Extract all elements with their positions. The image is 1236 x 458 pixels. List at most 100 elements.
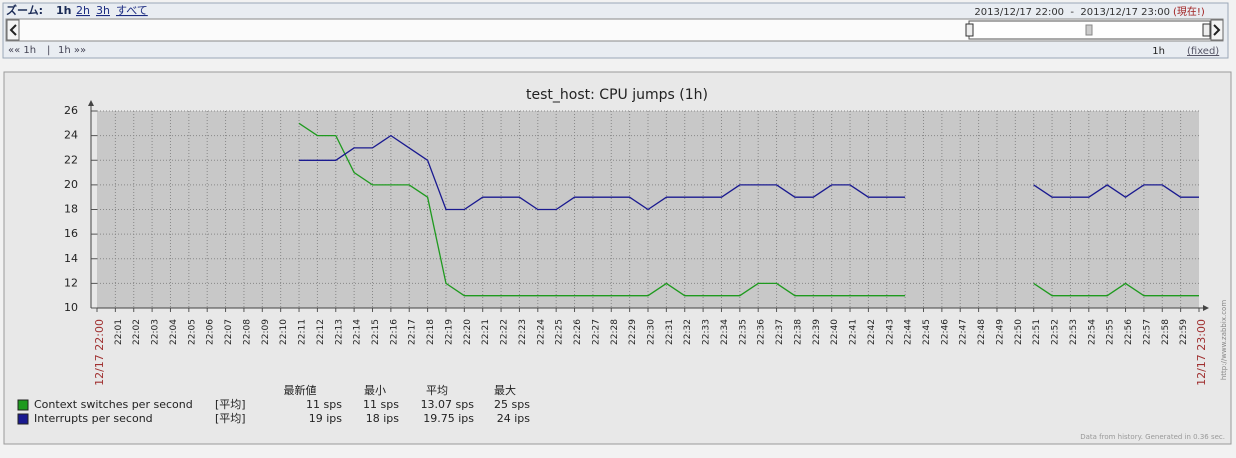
x-tick-label: 22:45 [922,319,932,345]
watermark: http://www.zabbix.com [1220,300,1228,380]
y-tick-label: 24 [64,129,78,142]
x-tick-label: 22:36 [757,319,767,345]
legend-swatch [17,413,29,425]
y-tick-label: 12 [64,276,78,289]
x-tick-label: 22:52 [1051,319,1061,345]
x-tick-label: 22:11 [298,319,308,345]
x-tick-label: 22:01 [114,319,124,345]
x-tick-label: 22:43 [885,319,895,345]
x-tick-label: 22:15 [371,319,381,345]
legend-header: 平均 [426,384,448,397]
y-axis-arrow [88,100,94,106]
x-tick-label: 22:25 [555,319,565,345]
x-tick-label: 22:16 [389,319,399,345]
legend-stat: 18 ips [366,412,400,425]
now-link[interactable]: (現在!) [1173,6,1205,18]
thumb-handle[interactable] [965,23,974,37]
scroll-right[interactable] [1210,19,1224,41]
x-tick-label: 22:12 [316,319,326,345]
arrow-left [9,24,17,36]
nav-sep: | [47,45,50,56]
x-tick-label: 22:13 [334,319,344,345]
y-tick-label: 18 [64,203,78,216]
x-tick-label: 22:39 [812,319,822,345]
x-tick-label: 22:49 [995,319,1005,345]
x-tick-label: 22:23 [518,319,528,345]
x-tick-label: 22:55 [1106,319,1116,345]
legend-header: 最大 [494,383,516,397]
legend-stat: 19 ips [309,412,343,425]
zoom-option[interactable]: 1h [56,4,72,17]
legend-header: 最小 [364,384,386,397]
zoom-option[interactable]: 3h [96,4,110,17]
x-tick-label: 22:08 [242,319,252,345]
zoom-option[interactable]: すべて [116,4,148,17]
x-tick-label: 22:29 [628,319,638,345]
x-tick-label: 22:17 [408,319,418,345]
x-tick-label: 22:32 [683,319,693,345]
nav-back[interactable]: «« 1h [8,45,36,56]
thumb-grip [1085,24,1093,36]
y-tick-label: 22 [64,153,78,166]
legend-stat: 11 sps [363,398,399,411]
x-tick-label: 22:02 [132,319,142,345]
x-tick-label: 22:57 [1142,319,1152,345]
x-tick-label: 22:09 [261,319,271,345]
x-tick-label: 22:34 [720,319,730,345]
x-tick-label: 22:50 [1014,319,1024,345]
legend-stat: 24 ips [497,412,531,425]
x-tick-label: 22:18 [426,319,436,345]
y-tick-label: 10 [64,301,78,314]
legend-stat: 11 sps [306,398,342,411]
x-tick-label: 22:03 [151,319,161,345]
arrow-right [1213,24,1221,36]
legend-header: 最新値 [284,383,317,397]
x-tick-label: 22:14 [353,319,363,345]
x-tick-label: 22:59 [1179,319,1189,345]
period-range: 2013/12/17 22:00 - 2013/12/17 23:00 [974,7,1170,18]
x-tick-label: 22:47 [959,319,969,345]
legend-name: Interrupts per second [34,412,153,425]
x-tick-label: 22:07 [224,319,234,345]
x-tick-label: 22:31 [665,319,675,345]
x-tick-label: 22:35 [738,319,748,345]
x-tick-label: 22:42 [867,319,877,345]
x-tick-label: 22:38 [793,319,803,345]
thumb-handle[interactable] [1202,23,1211,37]
x-axis-arrow [1203,305,1209,311]
x-tick-label: 22:24 [536,319,546,345]
x-tick-label: 22:51 [1032,319,1042,345]
x-tick-label: 22:26 [573,319,583,345]
zoom-option[interactable]: 2h [76,4,90,17]
x-tick-label: 22:21 [481,319,491,345]
x-tick-label: 22:46 [940,319,950,345]
x-tick-label: 22:58 [1161,319,1171,345]
x-tick-label: 22:06 [206,319,216,345]
fixed-link[interactable]: (fixed) [1187,46,1219,57]
legend-name: Context switches per second [34,398,193,411]
x-tick-label: 22:28 [610,319,620,345]
chart-title: test_host: CPU jumps (1h) [526,87,708,103]
series-line [299,134,1199,211]
x-tick-label: 22:27 [591,319,601,345]
x-tick-label: 22:37 [775,319,785,345]
x-tick-label: 22:48 [977,319,987,345]
scroll-left[interactable] [6,19,20,41]
x-tick-label: 22:05 [187,319,197,345]
x-tick-label: 12/17 23:00 [1195,319,1208,386]
x-tick-label: 22:40 [830,319,840,345]
legend-function: [平均] [215,398,246,411]
legend-stat: 25 sps [494,398,530,411]
x-tick-label: 22:04 [169,319,179,345]
footer: Data from history. Generated in 0.36 sec… [1080,433,1225,441]
legend-function: [平均] [215,412,246,425]
x-tick-label: 22:56 [1124,319,1134,345]
series-line [298,122,1199,297]
legend-stat: 19.75 ips [423,412,474,425]
nav-forward[interactable]: 1h »» [58,45,86,56]
x-tick-label: 22:54 [1087,319,1097,345]
x-tick-label: 12/17 22:00 [93,319,106,386]
y-tick-label: 14 [64,252,78,265]
y-tick-label: 20 [64,178,78,191]
